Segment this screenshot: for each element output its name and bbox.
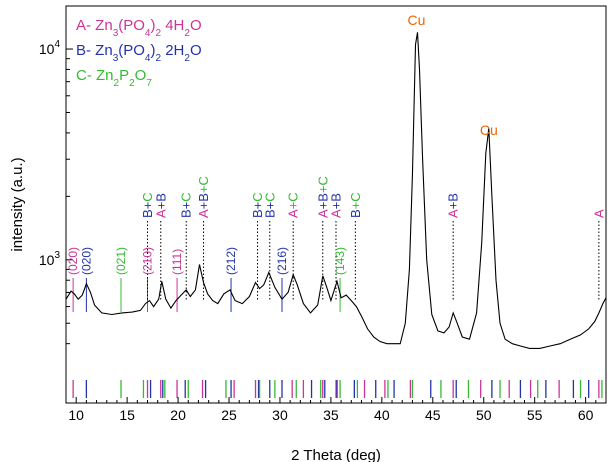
cu-label: Cu bbox=[408, 12, 426, 28]
hkl-lines bbox=[72, 278, 341, 312]
diffraction-trace bbox=[65, 32, 607, 349]
x-tick-label: 40 bbox=[374, 407, 390, 423]
phase-annotation: A+B bbox=[153, 193, 168, 218]
cu-label: Cu bbox=[480, 122, 498, 138]
x-axis: 10 15 20 25 30 35 40 45 50 55 60 bbox=[65, 397, 607, 423]
hkl-label: (143) bbox=[333, 247, 347, 275]
hkl-labels: (020) (020) (021) (210) (111) (212) (216) (143) bbox=[66, 247, 347, 275]
hkl-label: (020) bbox=[66, 247, 80, 275]
hkl-label: (111) bbox=[170, 249, 184, 275]
phase-annotation: B+C bbox=[179, 192, 194, 218]
phase-annotation: A+B bbox=[446, 193, 461, 218]
x-axis-label: 2 Theta (deg) bbox=[291, 447, 381, 462]
phase-annotation: A bbox=[591, 209, 606, 218]
hkl-label: (020) bbox=[79, 247, 93, 275]
y-tick-label: 103 bbox=[39, 250, 61, 268]
phase-annotation: A+B bbox=[329, 193, 344, 218]
legend-entry-a: A- Zn3(PO4)2 4H2O bbox=[76, 17, 202, 39]
x-tick-label: 30 bbox=[272, 407, 288, 423]
legend: A- Zn3(PO4)2 4H2O B- Zn3(PO4)2 2H2O C- Zn2… bbox=[76, 17, 202, 89]
hkl-label: (021) bbox=[114, 247, 128, 275]
x-tick-label: 15 bbox=[119, 407, 135, 423]
x-tick-label: 20 bbox=[170, 407, 186, 423]
hkl-label: (212) bbox=[224, 247, 238, 275]
x-tick-label: 35 bbox=[323, 407, 339, 423]
cu-labels: Cu Cu bbox=[408, 12, 498, 138]
phase-annotation: B+C bbox=[250, 192, 265, 218]
phase-annotation: A+C bbox=[286, 192, 301, 218]
phase-annotations: B+CA+BB+CA+B+CB+CB+CA+CA+B+CA+BB+CA+BA bbox=[140, 176, 606, 218]
y-tick-label: 104 bbox=[39, 39, 61, 57]
x-tick-label: 60 bbox=[578, 407, 594, 423]
x-tick-label: 50 bbox=[476, 407, 492, 423]
plot-border bbox=[65, 5, 607, 404]
reference-ticks bbox=[72, 380, 603, 398]
legend-entry-c: C- Zn2P2O7 bbox=[76, 67, 152, 89]
hkl-label: (216) bbox=[275, 247, 289, 275]
phase-annotation: B+C bbox=[140, 192, 155, 218]
phase-annotation: B+C bbox=[262, 192, 277, 218]
y-axis-label: intensity (a.u.) bbox=[9, 157, 26, 251]
x-tick-label: 55 bbox=[527, 407, 543, 423]
phase-annotation: A+B+C bbox=[315, 176, 330, 218]
x-tick-label: 25 bbox=[221, 407, 237, 423]
plot-frame bbox=[65, 5, 607, 404]
legend-entry-b: B- Zn3(PO4)2 2H2O bbox=[76, 42, 202, 64]
x-tick-label: 10 bbox=[68, 407, 84, 423]
y-axis: 103 104 bbox=[39, 39, 73, 345]
hkl-label: (210) bbox=[141, 247, 155, 275]
phase-annotation: A+B+C bbox=[196, 176, 211, 218]
phase-annotation: B+C bbox=[348, 192, 363, 218]
x-tick-label: 45 bbox=[425, 407, 441, 423]
phase-annotation-lines bbox=[147, 221, 600, 300]
